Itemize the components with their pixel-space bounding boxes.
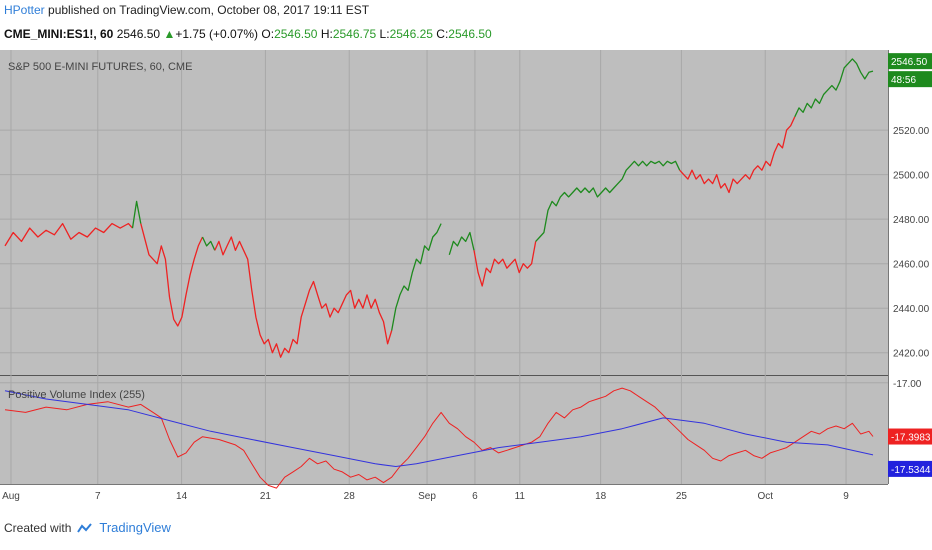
publish-line: HPotter published on TradingView.com, Oc… [4,3,369,17]
price-series-line [131,200,142,229]
x-tick-label: Sep [418,491,436,502]
price-series-line [794,58,874,118]
created-with-text: Created with [4,520,72,535]
y-tick-label: 2480.00 [893,215,930,226]
open-label: O: [261,27,275,41]
price-pane-background [0,50,888,375]
countdown-tag: 48:56 [891,75,916,86]
tradingview-brand[interactable]: TradingView [99,520,171,535]
price-series-line [391,223,442,331]
price-series-line [140,223,204,327]
x-tick-label: 14 [176,491,188,502]
footer: Created with TradingView [4,520,171,535]
symbol-label: CME_MINI:ES1!, 60 [4,27,114,41]
x-tick-label: 28 [344,491,356,502]
last-price-tag: 2546.50 [891,57,928,68]
axis-labels: 2420.00 2440.00 2460.00 2480.00 2500.00 2520.… [2,126,929,502]
pvi-series-line [4,387,874,489]
last-price-tag-bg [888,53,932,70]
close-label: C: [436,27,449,41]
x-tick-label: 9 [843,491,849,502]
price-tags: 2546.50 48:56 -17.3983 -17.5344 [888,53,932,477]
y-tick-label: 2460.00 [893,260,930,271]
indicator-y-tick-label: -17.00 [893,379,922,390]
close-value: 2546.50 [448,27,492,41]
change-value: +1.75 (+0.07%) [175,27,259,41]
published-text: published on TradingView.com, October 08… [48,3,370,17]
y-tick-label: 2520.00 [893,126,930,137]
pvi-series-line [4,390,874,467]
x-tick-label: Oct [757,491,773,502]
price-series-line [214,236,393,358]
ma-value-tag-bg [888,460,932,477]
high-label: H: [320,27,333,41]
last-price: 2546.50 [116,27,161,41]
author-link[interactable]: HPotter [4,3,45,17]
indicator-pane-background [0,376,888,484]
low-value: 2546.25 [389,27,433,41]
y-tick-label: 2440.00 [893,304,930,315]
low-label: L: [379,27,390,41]
x-tick-label: 25 [676,491,688,502]
x-tick-label: 21 [260,491,272,502]
x-tick-label: Aug [2,491,20,502]
y-tick-label: 2500.00 [893,171,930,182]
x-tick-label: 18 [595,491,607,502]
x-tick-label: 7 [95,491,101,502]
symbol-line: CME_MINI:ES1!, 60 2546.50 ▲+1.75 (+0.07%… [4,27,492,41]
price-series-line [535,160,681,242]
countdown-tag-bg [888,71,932,88]
price-series-line [473,241,537,287]
ma-value-tag: -17.5344 [891,465,931,476]
up-arrow-icon: ▲ [163,27,176,41]
grid [0,50,888,484]
high-value: 2546.75 [332,27,377,41]
y-tick-label: 2420.00 [893,349,930,360]
price-series [4,58,874,358]
price-series-line [448,231,475,255]
tradingview-logo-icon [77,522,93,533]
open-value: 2546.50 [274,27,318,41]
time-axis [0,484,888,510]
price-series-line [679,116,796,194]
price-series-line [201,236,216,251]
price-series-line [4,222,133,247]
price-chart[interactable]: 2420.00 2440.00 2460.00 2480.00 2500.00 2520.… [0,50,932,510]
x-tick-label: 6 [472,491,478,502]
x-tick-label: 11 [515,491,526,502]
indicator-title: Positive Volume Index (255) [8,389,145,401]
indicator-series [4,387,874,489]
pvi-value-tag: -17.3983 [891,433,931,444]
main-chart-title: S&P 500 E-MINI FUTURES, 60, CME [8,61,192,73]
price-axis [888,50,932,484]
pvi-value-tag-bg [888,428,932,445]
